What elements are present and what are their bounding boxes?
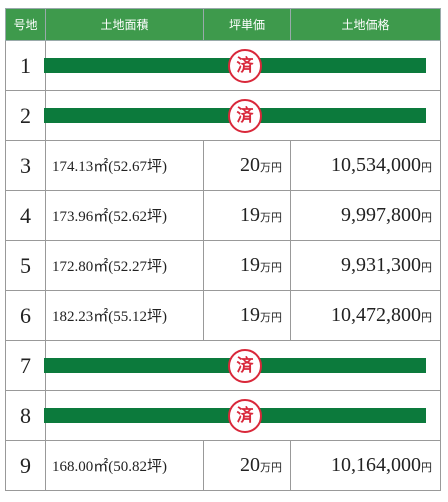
unit-price-value: 19 [240, 254, 260, 276]
land-area: 182.23㎡(55.12坪) [45, 290, 204, 341]
unit-price-unit: 万円 [260, 212, 282, 224]
sold-cell: 済 [44, 90, 441, 141]
land-area: 174.13㎡(52.67坪) [45, 140, 204, 191]
land-price-unit: 円 [421, 162, 432, 174]
unit-price-unit: 万円 [260, 262, 282, 274]
unit-price-unit: 万円 [260, 462, 282, 474]
table-row: 6 182.23㎡(55.12坪) 19万円 10,472,800円 [5, 290, 441, 341]
table-row: 9 168.00㎡(50.82坪) 20万円 10,164,000円 [5, 440, 441, 491]
lot-number: 8 [5, 390, 46, 441]
land-price-unit: 円 [421, 212, 432, 224]
lot-number: 6 [5, 290, 46, 341]
land-price: 10,472,800円 [290, 290, 441, 341]
lot-table: 号地 土地面積 坪単価 土地価格 1 済 2 済 3 174.13㎡(52.67坪) 20万円 10… [5, 8, 441, 491]
unit-price: 19万円 [203, 240, 291, 291]
sold-cell: 済 [44, 340, 441, 391]
lot-number: 7 [5, 340, 46, 391]
unit-price-value: 20 [240, 154, 260, 176]
unit-price-value: 19 [240, 304, 260, 326]
unit-price: 19万円 [203, 290, 291, 341]
land-area: 173.96㎡(52.62坪) [45, 190, 204, 241]
sold-cell: 済 [44, 40, 441, 91]
sold-stamp: 済 [228, 49, 262, 83]
table-row: 4 173.96㎡(52.62坪) 19万円 9,997,800円 [5, 190, 441, 241]
land-price-value: 10,472,800 [331, 304, 421, 326]
column-header: 坪単価 [203, 8, 291, 41]
unit-price: 20万円 [203, 440, 291, 491]
land-price: 10,534,000円 [290, 140, 441, 191]
land-price-unit: 円 [421, 462, 432, 474]
land-price-value: 9,931,300 [341, 254, 421, 276]
lot-number: 2 [5, 90, 46, 141]
header-row: 号地 土地面積 坪単価 土地価格 [5, 8, 441, 41]
sold-cell: 済 [44, 390, 441, 441]
column-header: 土地価格 [290, 8, 441, 41]
land-price: 9,931,300円 [290, 240, 441, 291]
sold-stamp: 済 [228, 99, 262, 133]
table-row: 3 174.13㎡(52.67坪) 20万円 10,534,000円 [5, 140, 441, 191]
unit-price-unit: 万円 [260, 312, 282, 324]
unit-price: 20万円 [203, 140, 291, 191]
land-price-value: 10,164,000 [331, 454, 421, 476]
unit-price: 19万円 [203, 190, 291, 241]
unit-price-value: 19 [240, 204, 260, 226]
land-price-value: 9,997,800 [341, 204, 421, 226]
land-area: 172.80㎡(52.27坪) [45, 240, 204, 291]
unit-price-value: 20 [240, 454, 260, 476]
lot-number: 1 [5, 40, 46, 91]
lot-number: 3 [5, 140, 46, 191]
lot-number: 4 [5, 190, 46, 241]
land-price-unit: 円 [421, 262, 432, 274]
land-area: 168.00㎡(50.82坪) [45, 440, 204, 491]
lot-number: 5 [5, 240, 46, 291]
table-row: 5 172.80㎡(52.27坪) 19万円 9,931,300円 [5, 240, 441, 291]
land-price-unit: 円 [421, 312, 432, 324]
table-wrap: 号地 土地面積 坪単価 土地価格 1 済 2 済 3 174.13㎡(52.67坪) 20万円 10… [5, 8, 441, 491]
column-header: 土地面積 [45, 8, 204, 41]
sold-stamp: 済 [228, 399, 262, 433]
column-header: 号地 [5, 8, 46, 41]
land-price: 9,997,800円 [290, 190, 441, 241]
unit-price-unit: 万円 [260, 162, 282, 174]
lot-number: 9 [5, 440, 46, 491]
land-price-value: 10,534,000 [331, 154, 421, 176]
sold-stamp: 済 [228, 349, 262, 383]
land-price: 10,164,000円 [290, 440, 441, 491]
